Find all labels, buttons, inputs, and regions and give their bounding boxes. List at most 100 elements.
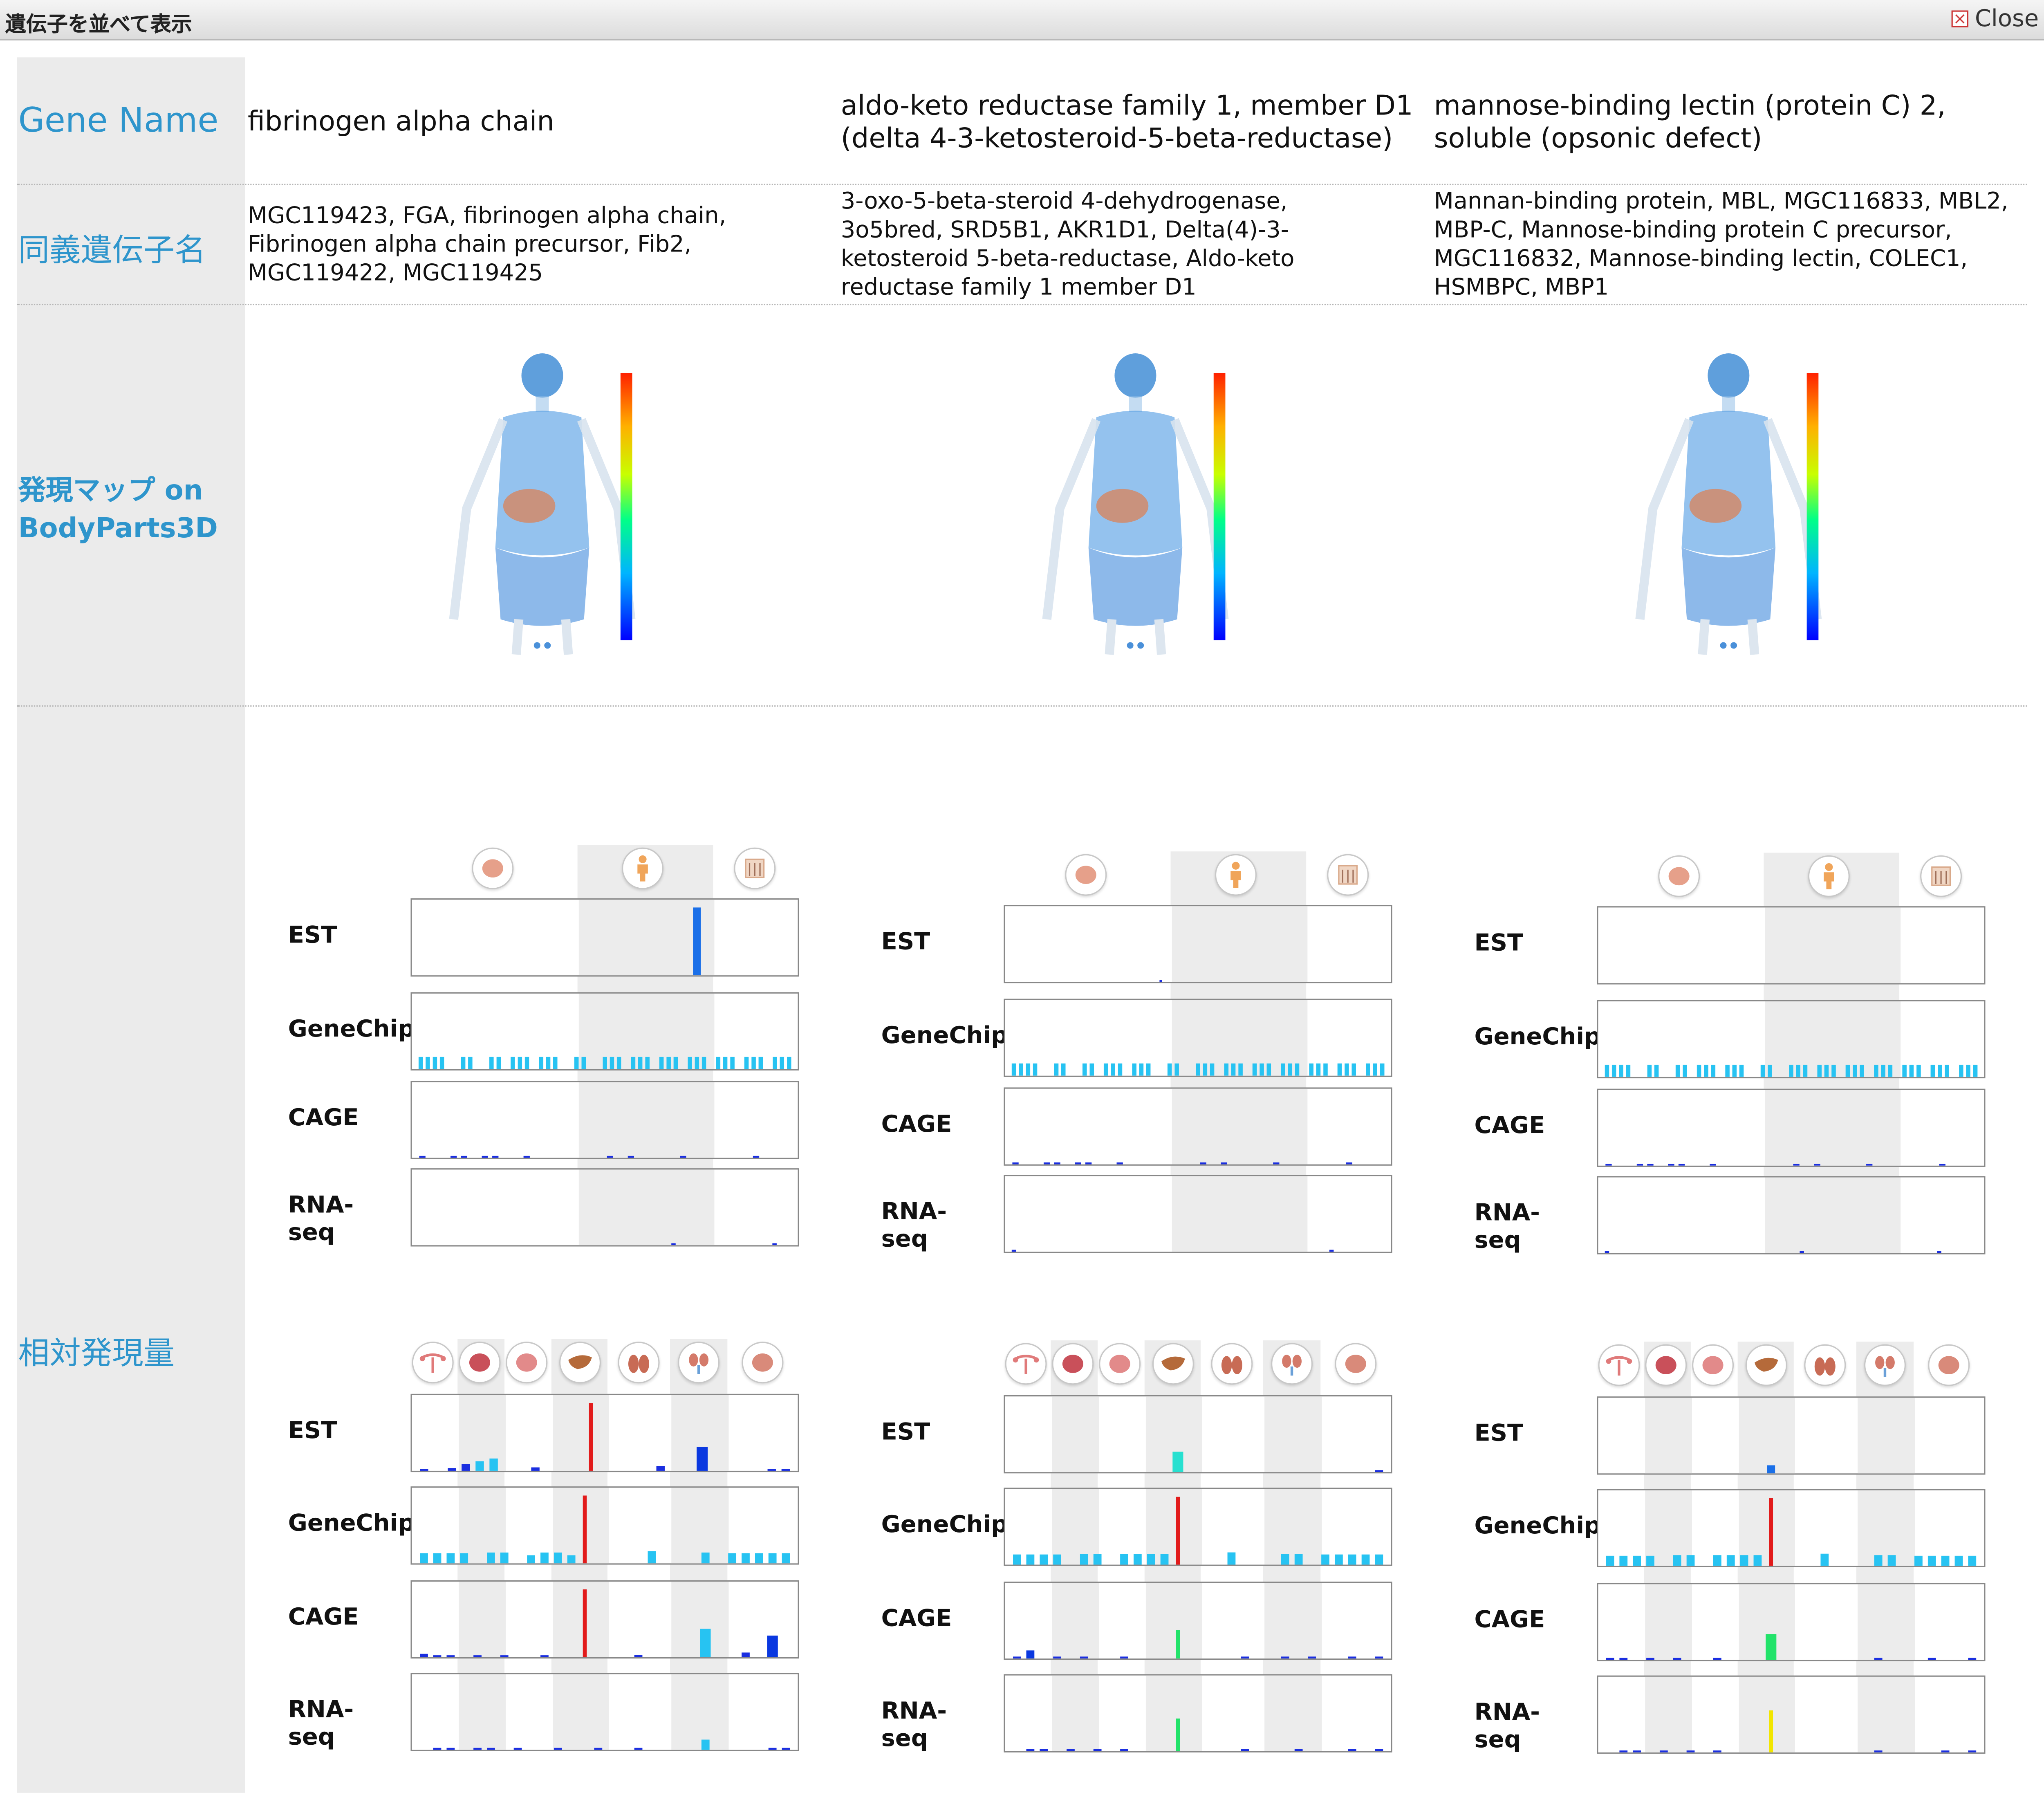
expression-bar[interactable]	[1954, 1555, 1963, 1566]
expression-bar[interactable]	[1619, 1750, 1628, 1753]
expression-bar[interactable]	[730, 1057, 735, 1069]
expression-bar[interactable]	[1067, 1749, 1075, 1751]
expression-bar[interactable]	[616, 1057, 621, 1069]
close-button[interactable]: Close	[1951, 4, 2039, 33]
expression-bar[interactable]	[1054, 1162, 1060, 1165]
expression-bar[interactable]	[574, 1057, 579, 1069]
expression-bar[interactable]	[462, 1464, 470, 1471]
expression-bar[interactable]	[539, 1057, 544, 1069]
expression-bar[interactable]	[1281, 1656, 1289, 1659]
expression-bar[interactable]	[1874, 1750, 1883, 1753]
expression-bar[interactable]	[460, 1553, 468, 1564]
expression-panel-cage[interactable]	[1597, 1088, 1986, 1167]
expression-panel-genechip[interactable]	[1597, 1489, 1986, 1567]
expression-bar[interactable]	[1659, 1750, 1668, 1753]
expression-bar[interactable]	[1011, 1250, 1016, 1252]
expression-bar[interactable]	[1375, 1656, 1383, 1659]
lungs-icon[interactable]	[1211, 1343, 1253, 1385]
expression-bar[interactable]	[1800, 1251, 1804, 1253]
expression-bar[interactable]	[1309, 1063, 1314, 1076]
expression-bar[interactable]	[1739, 1064, 1744, 1077]
expression-panel-rna-seq[interactable]	[410, 1168, 799, 1247]
expression-panel-est[interactable]	[1004, 905, 1392, 983]
expression-bar[interactable]	[1147, 1554, 1155, 1565]
expression-bar[interactable]	[583, 1589, 587, 1657]
expression-bar[interactable]	[473, 1655, 482, 1657]
expression-bar[interactable]	[1710, 1163, 1716, 1166]
expression-bar[interactable]	[1916, 1064, 1921, 1077]
expression-bar[interactable]	[755, 1553, 763, 1564]
expression-bar[interactable]	[1874, 1555, 1883, 1566]
expression-bar[interactable]	[688, 1057, 692, 1069]
expression-bar[interactable]	[1089, 1063, 1094, 1076]
expression-bar[interactable]	[648, 1551, 656, 1564]
expression-bar[interactable]	[695, 1057, 699, 1069]
expression-bar[interactable]	[1619, 1064, 1623, 1077]
expression-bar[interactable]	[1321, 1554, 1329, 1565]
expression-bar[interactable]	[1605, 1251, 1609, 1253]
expression-bar[interactable]	[450, 1156, 457, 1158]
expression-panel-est[interactable]	[1597, 906, 1986, 985]
expression-bar[interactable]	[419, 1156, 426, 1158]
expression-bar[interactable]	[1939, 1163, 1945, 1166]
expression-bar[interactable]	[1887, 1555, 1896, 1566]
expression-panel-est[interactable]	[1597, 1396, 1986, 1475]
expression-bar[interactable]	[1927, 1555, 1936, 1566]
expression-bar[interactable]	[1224, 1063, 1229, 1076]
expression-bar[interactable]	[1238, 1063, 1243, 1076]
expression-panel-cage[interactable]	[1004, 1087, 1392, 1166]
expression-bar[interactable]	[1927, 1658, 1936, 1660]
expression-bar[interactable]	[554, 1552, 562, 1564]
expression-bar[interactable]	[1196, 1063, 1200, 1076]
liver-icon[interactable]	[1152, 1343, 1194, 1385]
expression-bar[interactable]	[787, 1057, 791, 1069]
expression-bar[interactable]	[1176, 1718, 1180, 1751]
body-map-figure[interactable]	[1031, 352, 1239, 664]
human-body-icon[interactable]	[1808, 855, 1850, 897]
expression-bar[interactable]	[1013, 1656, 1021, 1659]
expression-bar[interactable]	[496, 1057, 501, 1069]
lungs-icon[interactable]	[1804, 1344, 1846, 1386]
expression-bar[interactable]	[475, 1461, 484, 1471]
stomach-icon[interactable]	[1692, 1344, 1734, 1386]
expression-panel-cage[interactable]	[410, 1081, 799, 1159]
expression-bar[interactable]	[1329, 1250, 1334, 1252]
expression-bar[interactable]	[1026, 1749, 1035, 1751]
expression-bar[interactable]	[634, 1748, 643, 1750]
expression-bar[interactable]	[1914, 1555, 1923, 1566]
expression-bar[interactable]	[673, 1057, 678, 1069]
expression-bar[interactable]	[693, 907, 701, 976]
expression-bar[interactable]	[1817, 1064, 1822, 1077]
expression-panel-cage[interactable]	[410, 1580, 799, 1659]
expression-bar[interactable]	[1902, 1064, 1907, 1077]
expression-bar[interactable]	[1768, 1064, 1772, 1077]
expression-bar[interactable]	[489, 1057, 494, 1069]
expression-bar[interactable]	[1308, 1656, 1316, 1659]
expression-bar[interactable]	[1288, 1063, 1293, 1076]
expression-bar[interactable]	[671, 1243, 676, 1245]
expression-bar[interactable]	[610, 1057, 614, 1069]
expression-bar[interactable]	[1820, 1553, 1829, 1566]
expression-panel-rna-seq[interactable]	[410, 1673, 799, 1751]
expression-bar[interactable]	[782, 1748, 790, 1750]
intestine-icon[interactable]	[1928, 1344, 1970, 1386]
stomach-icon[interactable]	[1099, 1343, 1141, 1385]
expression-bar[interactable]	[1938, 1064, 1942, 1077]
expression-bar[interactable]	[628, 1156, 634, 1158]
expression-bar[interactable]	[540, 1655, 549, 1657]
expression-bar[interactable]	[1174, 1063, 1179, 1076]
expression-panel-genechip[interactable]	[410, 992, 799, 1070]
expression-bar[interactable]	[716, 1057, 721, 1069]
expression-bar[interactable]	[751, 1057, 756, 1069]
expression-bar[interactable]	[1075, 1162, 1081, 1165]
human-body-icon[interactable]	[622, 847, 664, 889]
expression-bar[interactable]	[1647, 1163, 1654, 1166]
expression-bar[interactable]	[1167, 1063, 1172, 1076]
expression-bar[interactable]	[1132, 1063, 1136, 1076]
expression-bar[interactable]	[773, 1057, 777, 1069]
expression-bar[interactable]	[487, 1748, 495, 1750]
expression-bar[interactable]	[1026, 1554, 1035, 1565]
expression-bar[interactable]	[1713, 1555, 1721, 1566]
expression-bar[interactable]	[1767, 1465, 1775, 1474]
intestine-icon[interactable]	[1335, 1343, 1377, 1385]
